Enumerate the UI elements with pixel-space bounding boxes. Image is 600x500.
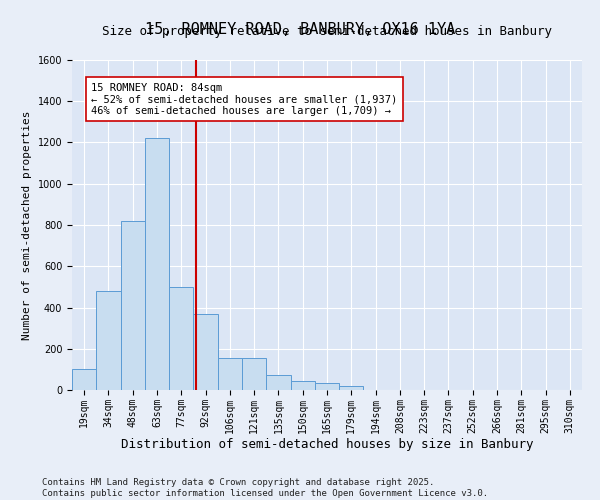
Bar xyxy=(169,287,193,390)
Bar xyxy=(290,380,315,390)
Bar xyxy=(96,291,121,390)
Bar xyxy=(339,386,364,390)
Title: Size of property relative to semi-detached houses in Banbury: Size of property relative to semi-detach… xyxy=(102,25,552,38)
Bar xyxy=(72,370,96,390)
Text: 15 ROMNEY ROAD: 84sqm
← 52% of semi-detached houses are smaller (1,937)
46% of s: 15 ROMNEY ROAD: 84sqm ← 52% of semi-deta… xyxy=(91,82,398,116)
Bar xyxy=(121,221,145,390)
Text: Contains HM Land Registry data © Crown copyright and database right 2025.
Contai: Contains HM Land Registry data © Crown c… xyxy=(42,478,488,498)
Bar xyxy=(266,374,290,390)
X-axis label: Distribution of semi-detached houses by size in Banbury: Distribution of semi-detached houses by … xyxy=(121,438,533,452)
Bar xyxy=(242,358,266,390)
Bar xyxy=(145,138,169,390)
Text: 15, ROMNEY ROAD, BANBURY, OX16 1YA: 15, ROMNEY ROAD, BANBURY, OX16 1YA xyxy=(145,22,455,38)
Bar xyxy=(315,383,339,390)
Y-axis label: Number of semi-detached properties: Number of semi-detached properties xyxy=(22,110,32,340)
Bar xyxy=(218,358,242,390)
Bar xyxy=(193,314,218,390)
